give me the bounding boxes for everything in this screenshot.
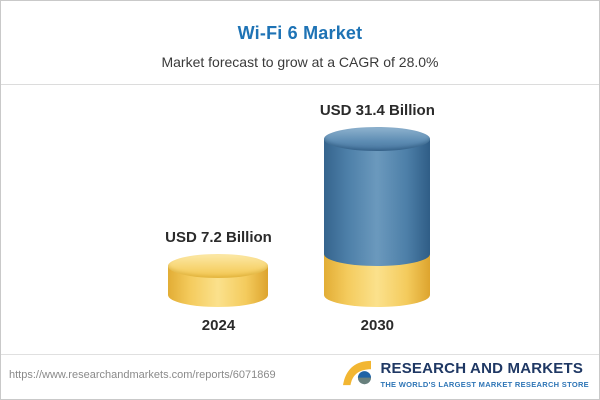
- bar-chart: USD 7.2 Billion 2024 USD 31.4 Billion 20…: [1, 85, 599, 354]
- year-label-2024: 2024: [201, 317, 236, 334]
- brand-name: RESEARCH AND MARKETS: [380, 360, 584, 378]
- bar-group-2024: USD 7.2 Billion 2024: [165, 229, 272, 334]
- header-divider: [1, 84, 599, 85]
- chart-header: Wi-Fi 6 Market Market forecast to grow a…: [1, 1, 599, 85]
- cylinder-2030-cap: [324, 127, 431, 152]
- footer: https://www.researchandmarkets.com/repor…: [1, 355, 599, 399]
- page-title: Wi-Fi 6 Market: [237, 23, 363, 43]
- bar-group-2030: USD 31.4 Billion 2030: [320, 102, 435, 334]
- cylinder-2024-cap: [168, 253, 269, 278]
- cylinder-2030: [324, 127, 431, 307]
- value-label-2024: USD 7.2 Billion: [165, 228, 272, 246]
- chart-subtitle: Market forecast to grow at a CAGR of 28.…: [161, 54, 439, 70]
- brand-logo-icon: [341, 359, 373, 392]
- year-label-2030: 2030: [360, 317, 395, 334]
- brand-text: RESEARCH AND MARKETS THE WORLD'S LARGEST…: [380, 361, 589, 389]
- brand-block: RESEARCH AND MARKETS THE WORLD'S LARGEST…: [341, 359, 589, 392]
- report-url[interactable]: https://www.researchandmarkets.com/repor…: [9, 369, 276, 381]
- cylinder-2030-body: [324, 139, 431, 266]
- footer-divider: [1, 354, 599, 355]
- value-label-2030: USD 31.4 Billion: [319, 102, 435, 120]
- cylinder-2024: [168, 253, 269, 307]
- brand-tagline: THE WORLD'S LARGEST MARKET RESEARCH STOR…: [380, 379, 589, 389]
